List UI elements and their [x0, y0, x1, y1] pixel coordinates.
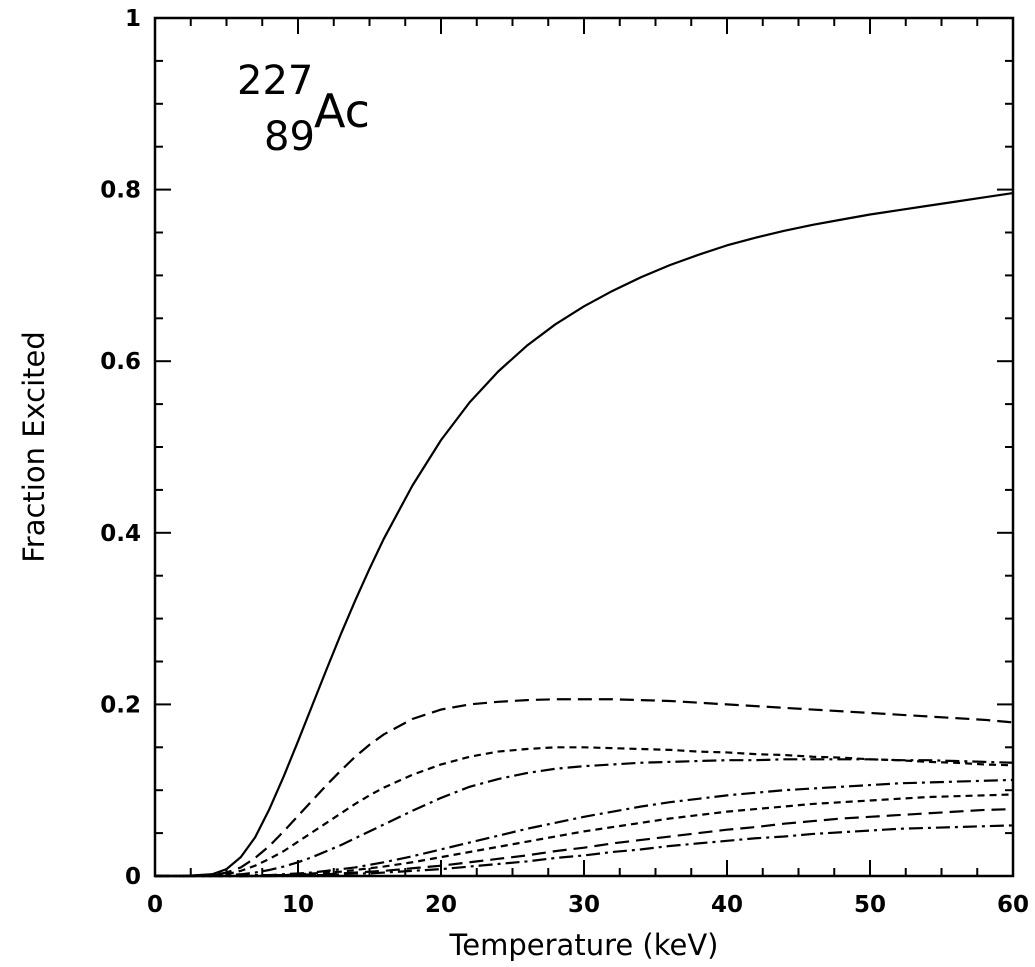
series-line-3: [155, 746, 1014, 878]
y-tick-label: 0.6: [100, 349, 141, 375]
x-tick-label: 0: [147, 892, 163, 918]
x-tick-label: 30: [568, 892, 600, 918]
series-line-2: [155, 698, 1014, 878]
x-tick-label: 50: [854, 892, 886, 918]
isotope-symbol: Ac: [314, 84, 370, 138]
isotope-annotation: 227 89 Ac: [237, 58, 370, 160]
y-tick-label: 1: [125, 6, 141, 32]
x-tick-label: 60: [997, 892, 1029, 918]
axis-ticks: [154, 17, 1014, 877]
isotope-mass-number: 227: [237, 58, 313, 104]
x-tick-label: 40: [711, 892, 743, 918]
series-line-1: [155, 191, 1014, 878]
x-tick-label: 20: [425, 892, 457, 918]
y-tick-label: 0.4: [100, 521, 141, 547]
x-axis-label: Temperature (keV): [449, 928, 719, 962]
x-tick-label: 10: [282, 892, 314, 918]
y-tick-label: 0.8: [100, 178, 141, 204]
series-line-4: [155, 758, 1014, 878]
series-lines: [155, 191, 1014, 878]
series-line-8: [155, 824, 1014, 878]
isotope-atomic-number: 89: [264, 114, 315, 160]
y-tick-labels: 0 0.2 0.4 0.6 0.8 1: [100, 6, 141, 890]
y-tick-label: 0.2: [100, 692, 141, 718]
y-axis-label: Fraction Excited: [17, 331, 51, 563]
y-tick-label: 0: [125, 864, 141, 890]
x-tick-labels: 0 10 20 30 40 50 60: [147, 892, 1029, 918]
